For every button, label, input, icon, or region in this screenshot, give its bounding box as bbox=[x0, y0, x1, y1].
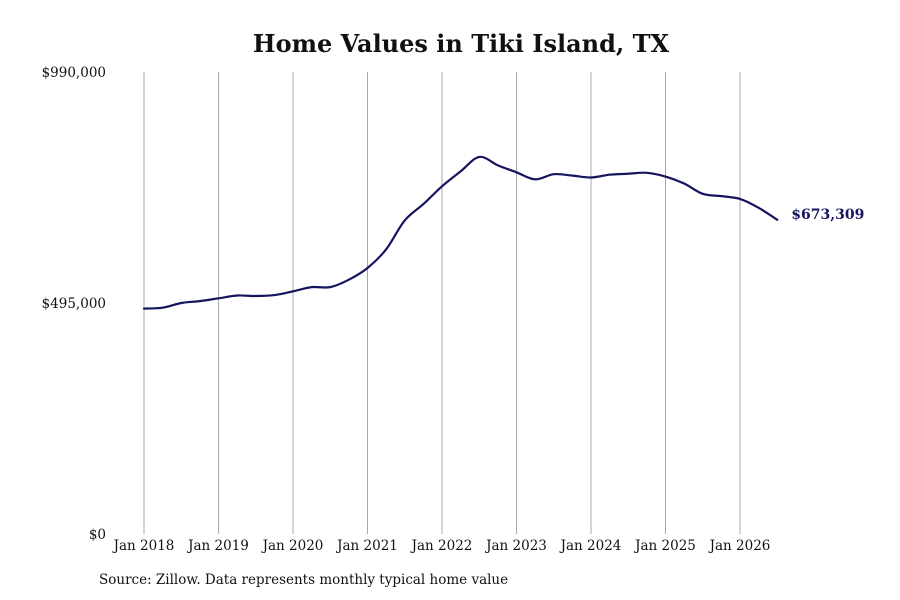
x-tick-label: Jan 2020 bbox=[261, 538, 324, 554]
data-point bbox=[776, 218, 779, 221]
series-points bbox=[143, 156, 779, 310]
x-tick-label: Jan 2021 bbox=[335, 538, 398, 554]
data-point bbox=[590, 176, 592, 179]
data-point bbox=[701, 193, 704, 195]
data-point bbox=[161, 306, 164, 309]
x-tick-label: Jan 2024 bbox=[559, 538, 622, 554]
data-point bbox=[329, 286, 332, 288]
data-point bbox=[422, 203, 425, 205]
y-axis-tick-labels: $0 $495,000 $990,000 bbox=[42, 65, 106, 543]
y-tick-label: $0 bbox=[89, 527, 106, 543]
data-point bbox=[646, 172, 648, 174]
data-point bbox=[608, 173, 611, 176]
data-point bbox=[366, 267, 369, 269]
data-point bbox=[534, 178, 536, 181]
data-point bbox=[720, 195, 723, 197]
x-tick-label: Jan 2019 bbox=[186, 538, 249, 554]
data-point bbox=[441, 185, 443, 188]
data-point bbox=[515, 171, 518, 174]
x-tick-label: Jan 2022 bbox=[410, 538, 473, 554]
x-tick-label: Jan 2026 bbox=[708, 538, 771, 554]
data-point bbox=[236, 294, 238, 297]
latest-value-label: $673,309 bbox=[791, 207, 864, 223]
x-tick-label: Jan 2023 bbox=[484, 538, 547, 554]
data-point bbox=[310, 286, 313, 288]
data-point bbox=[292, 290, 294, 293]
data-point bbox=[459, 170, 462, 173]
data-point bbox=[143, 307, 145, 310]
data-point bbox=[403, 219, 406, 222]
chart-title: Home Values in Tiki Island, TX bbox=[253, 29, 670, 58]
data-point bbox=[552, 173, 555, 175]
data-point bbox=[217, 297, 220, 300]
y-tick-label: $990,000 bbox=[42, 65, 106, 81]
data-point bbox=[497, 164, 499, 167]
x-tick-label: Jan 2025 bbox=[633, 538, 696, 554]
data-point bbox=[180, 302, 183, 304]
vertical-gridlines bbox=[143, 72, 741, 534]
home-value-series-line bbox=[142, 155, 779, 310]
data-point bbox=[254, 295, 257, 297]
source-note: Source: Zillow. Data represents monthly … bbox=[99, 572, 509, 588]
x-axis-tick-labels: Jan 2018 Jan 2019 Jan 2020 Jan 2021 Jan 2022… bbox=[112, 538, 771, 554]
data-point bbox=[478, 156, 481, 158]
data-point bbox=[627, 172, 630, 175]
y-tick-label: $495,000 bbox=[42, 296, 106, 312]
data-point bbox=[757, 207, 760, 209]
data-point bbox=[739, 198, 741, 200]
data-point bbox=[199, 300, 201, 302]
data-point bbox=[664, 175, 667, 178]
data-point bbox=[273, 294, 276, 296]
data-point bbox=[385, 248, 387, 251]
x-tick-label: Jan 2018 bbox=[112, 538, 175, 554]
data-point bbox=[571, 174, 574, 177]
data-point bbox=[348, 278, 350, 281]
data-point bbox=[683, 182, 685, 185]
